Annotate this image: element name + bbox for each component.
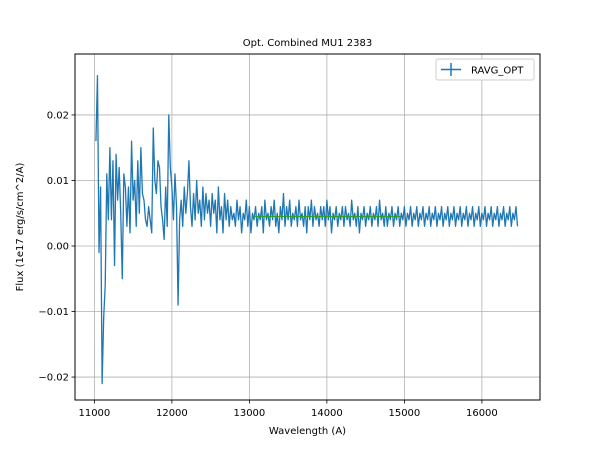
grid: [75, 54, 540, 400]
y-tick-label: 0.02: [47, 110, 69, 121]
x-tick-label: 12000: [156, 408, 188, 419]
legend: RAVG_OPT: [435, 58, 535, 81]
y-tick-label: −0.02: [38, 373, 69, 384]
y-tick-label: −0.01: [38, 307, 69, 318]
x-tick-label: 13000: [233, 408, 265, 419]
x-tick-label: 15000: [388, 408, 420, 419]
y-axis-label: Flux (1e17 erg/s/cm^2/A): [15, 163, 26, 292]
series-line-ravg-opt: [95, 74, 519, 385]
x-tick-label: 14000: [311, 408, 343, 419]
x-tick-label: 11000: [78, 408, 110, 419]
y-tick-label: 0.01: [47, 176, 69, 187]
axes-frame: [74, 53, 541, 401]
plot-data-area: [95, 74, 519, 385]
chart-title: Opt. Combined MU1 2383: [243, 38, 372, 49]
x-tick-label: 16000: [466, 408, 498, 419]
x-axis-label: Wavelength (A): [269, 426, 346, 437]
y-axis: −0.02 −0.01 0.00 0.01 0.02: [38, 110, 75, 384]
x-axis: 11000 12000 13000 14000 15000 16000: [78, 400, 498, 419]
legend-box: [435, 58, 535, 81]
y-tick-label: 0.00: [47, 242, 69, 253]
legend-label-ravg-opt: RAVG_OPT: [471, 66, 524, 77]
